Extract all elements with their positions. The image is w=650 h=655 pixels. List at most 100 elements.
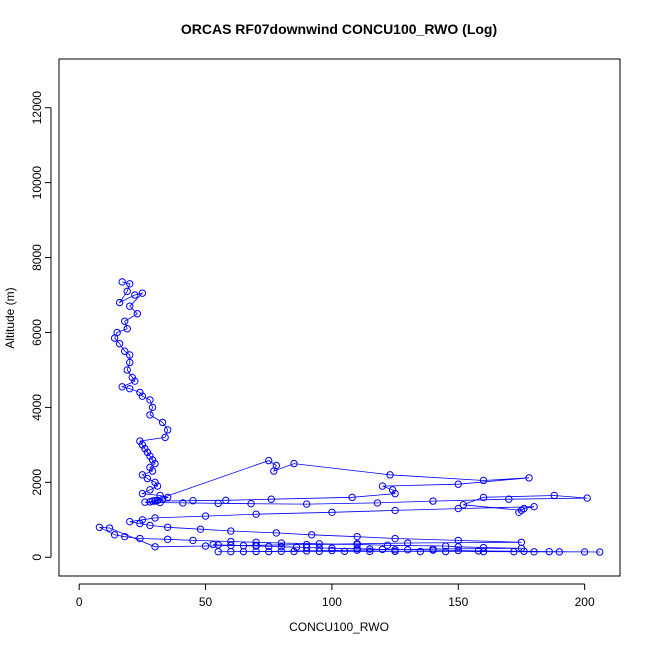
data-point xyxy=(163,535,172,543)
data-point xyxy=(146,411,154,419)
data-point xyxy=(201,542,210,550)
data-point xyxy=(123,287,131,295)
plot-frame xyxy=(58,58,621,577)
y-tick-label: 12000 xyxy=(30,91,44,125)
data-point xyxy=(290,459,298,468)
data-point xyxy=(277,547,286,555)
data-point xyxy=(328,546,336,555)
data-point xyxy=(148,467,157,475)
data-point xyxy=(252,538,260,546)
data-point xyxy=(454,546,462,555)
data-point xyxy=(128,373,136,382)
data-point xyxy=(459,501,468,509)
data-point xyxy=(138,289,147,297)
data-point xyxy=(138,392,147,400)
data-point xyxy=(530,502,538,511)
data-point xyxy=(121,532,129,541)
data-point xyxy=(131,291,139,299)
data-point xyxy=(227,541,235,549)
data-point xyxy=(227,527,235,535)
data-point xyxy=(441,547,450,556)
data-point xyxy=(189,536,197,545)
data-point xyxy=(252,510,260,518)
data-point xyxy=(222,496,230,505)
data-point xyxy=(196,525,205,533)
data-point xyxy=(239,541,248,550)
data-point xyxy=(454,504,462,513)
data-point xyxy=(416,547,425,556)
data-point xyxy=(123,366,131,374)
data-point xyxy=(479,547,488,556)
x-tick-label: 100 xyxy=(322,595,342,609)
data-point xyxy=(163,426,172,434)
data-point xyxy=(353,532,361,541)
series-line xyxy=(99,281,600,553)
data-point xyxy=(189,496,197,505)
data-point xyxy=(353,544,361,553)
data-point xyxy=(302,543,311,552)
data-point xyxy=(214,499,222,508)
data-point xyxy=(148,403,157,412)
data-point xyxy=(265,542,273,551)
data-point xyxy=(163,493,172,502)
x-tick-label: 150 xyxy=(448,595,468,609)
data-point xyxy=(95,523,104,531)
data-point xyxy=(596,548,604,556)
data-point xyxy=(292,543,301,551)
data-point xyxy=(252,542,260,550)
data-point xyxy=(479,543,488,552)
data-point xyxy=(105,524,114,532)
data-point xyxy=(378,482,387,490)
data-point xyxy=(209,540,217,549)
data-point xyxy=(550,491,558,500)
data-point xyxy=(270,467,278,475)
data-point xyxy=(454,543,462,551)
data-point xyxy=(391,534,399,543)
data-point xyxy=(161,433,169,442)
y-tick-label: 4000 xyxy=(30,394,44,421)
data-point xyxy=(151,459,159,468)
data-point xyxy=(138,441,147,449)
data-point xyxy=(272,529,281,537)
data-point xyxy=(151,478,159,487)
data-point xyxy=(126,358,134,367)
data-point xyxy=(366,547,374,556)
data-point xyxy=(126,302,134,310)
data-point xyxy=(391,547,399,556)
data-point xyxy=(267,495,275,503)
data-point xyxy=(520,504,528,513)
chart-title: ORCAS RF07downwind CONCU100_RWO (Log) xyxy=(181,21,497,37)
y-tick-label: 2000 xyxy=(30,469,44,496)
data-point xyxy=(247,499,255,508)
data-point xyxy=(545,547,553,556)
data-point xyxy=(110,531,119,539)
x-tick-label: 200 xyxy=(575,595,595,609)
data-point xyxy=(131,377,139,385)
data-point xyxy=(136,519,144,528)
data-point xyxy=(151,543,159,551)
data-point xyxy=(391,489,399,498)
data-point xyxy=(479,476,488,485)
data-point xyxy=(315,544,323,552)
data-point xyxy=(121,317,129,325)
data-point xyxy=(123,325,131,333)
data-point xyxy=(454,480,462,488)
data-point xyxy=(302,547,311,555)
x-tick-label: 50 xyxy=(199,595,213,609)
data-point xyxy=(143,474,152,483)
data-point xyxy=(404,546,412,554)
data-point xyxy=(126,351,134,359)
data-point xyxy=(515,508,523,517)
data-point xyxy=(555,548,564,556)
data-point xyxy=(126,384,134,393)
data-point xyxy=(265,456,273,465)
y-axis-label: Altitude (m) xyxy=(3,287,17,348)
data-point xyxy=(214,541,222,549)
data-point xyxy=(340,547,349,555)
data-point xyxy=(136,534,144,543)
data-point xyxy=(153,482,162,490)
data-point xyxy=(474,547,483,555)
data-point xyxy=(525,474,533,482)
